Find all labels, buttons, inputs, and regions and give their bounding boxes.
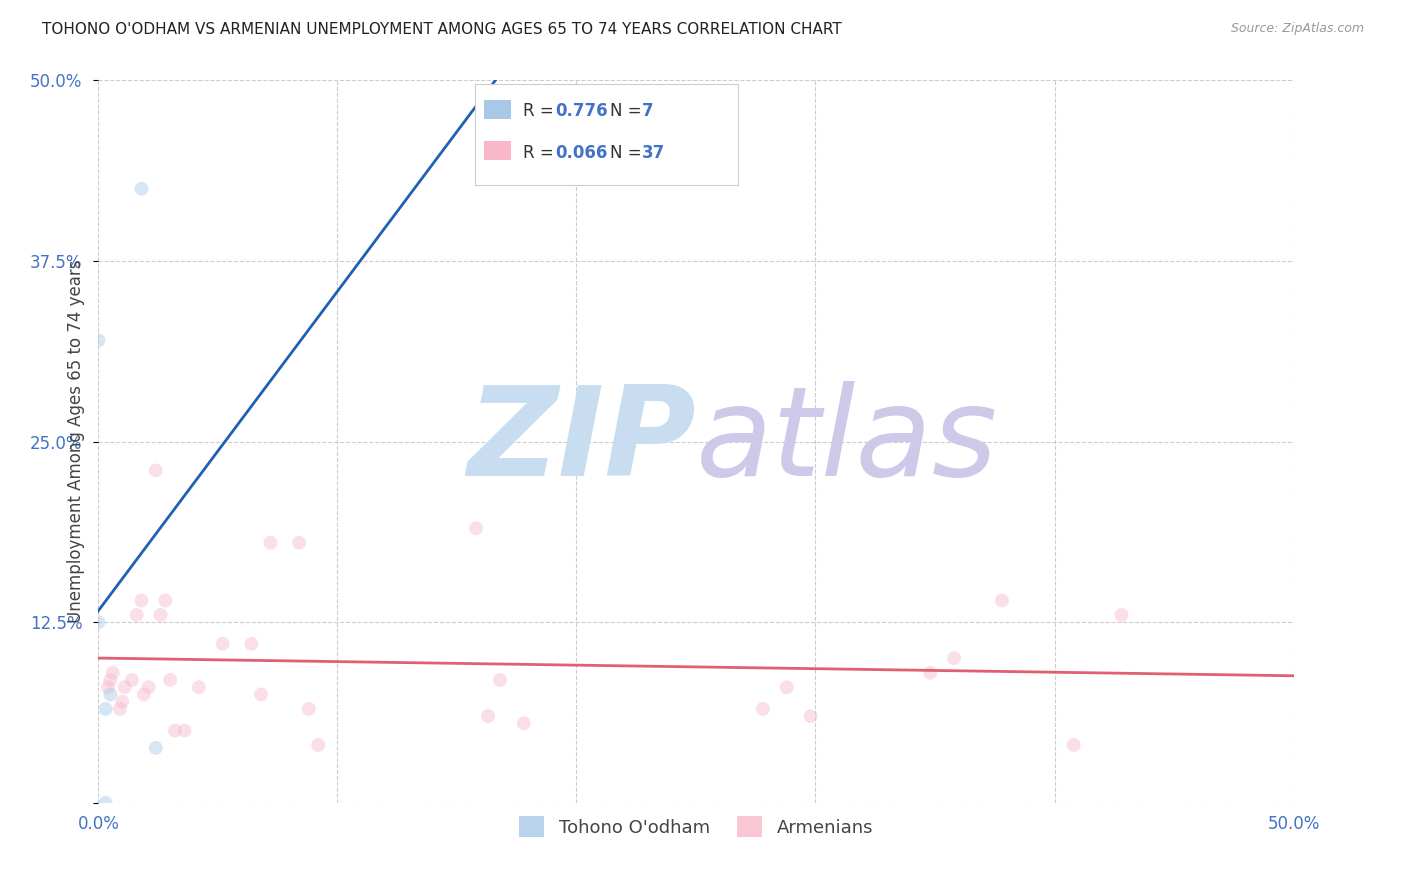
Text: N =: N = xyxy=(610,103,647,120)
Point xyxy=(87,334,110,348)
Point xyxy=(465,521,488,535)
Text: N =: N = xyxy=(610,144,647,161)
Point xyxy=(288,535,311,549)
Point xyxy=(752,702,775,716)
Point xyxy=(477,709,499,723)
Point xyxy=(101,665,124,680)
Point xyxy=(489,673,512,687)
Point xyxy=(159,673,181,687)
Text: R =: R = xyxy=(523,144,558,161)
Point xyxy=(145,463,167,477)
Point xyxy=(98,673,122,687)
Text: ZIP: ZIP xyxy=(467,381,696,502)
Text: R =: R = xyxy=(523,103,558,120)
Point xyxy=(800,709,823,723)
Point xyxy=(250,687,273,701)
FancyBboxPatch shape xyxy=(485,100,510,120)
Point xyxy=(298,702,321,716)
FancyBboxPatch shape xyxy=(485,142,510,161)
Point xyxy=(125,607,148,622)
Text: 0.776: 0.776 xyxy=(555,103,607,120)
Y-axis label: Unemployment Among Ages 65 to 74 years: Unemployment Among Ages 65 to 74 years xyxy=(66,260,84,624)
Point xyxy=(1063,738,1085,752)
Point xyxy=(138,680,160,694)
Point xyxy=(1111,607,1133,622)
Point xyxy=(114,680,136,694)
FancyBboxPatch shape xyxy=(475,84,738,185)
Point xyxy=(187,680,209,694)
Legend: Tohono O'odham, Armenians: Tohono O'odham, Armenians xyxy=(512,809,880,845)
Point xyxy=(259,535,281,549)
Point xyxy=(131,593,153,607)
Point xyxy=(131,182,153,196)
Point xyxy=(94,796,117,810)
Point xyxy=(163,723,186,738)
Point xyxy=(240,637,263,651)
Point xyxy=(173,723,195,738)
Point xyxy=(943,651,966,665)
Point xyxy=(111,695,134,709)
Point xyxy=(98,687,122,701)
Point xyxy=(108,702,131,716)
Point xyxy=(149,607,172,622)
Point xyxy=(776,680,799,694)
Point xyxy=(211,637,233,651)
Point xyxy=(920,665,942,680)
Text: TOHONO O'ODHAM VS ARMENIAN UNEMPLOYMENT AMONG AGES 65 TO 74 YEARS CORRELATION CH: TOHONO O'ODHAM VS ARMENIAN UNEMPLOYMENT … xyxy=(42,22,842,37)
Text: 37: 37 xyxy=(643,144,665,161)
Point xyxy=(307,738,329,752)
Text: Source: ZipAtlas.com: Source: ZipAtlas.com xyxy=(1230,22,1364,36)
Point xyxy=(145,740,167,755)
Point xyxy=(991,593,1014,607)
Point xyxy=(132,687,155,701)
Point xyxy=(87,615,110,630)
Point xyxy=(97,680,120,694)
Point xyxy=(513,716,536,731)
Text: 0.066: 0.066 xyxy=(555,144,607,161)
Point xyxy=(94,702,117,716)
Point xyxy=(121,673,143,687)
Text: atlas: atlas xyxy=(696,381,998,502)
Text: 7: 7 xyxy=(643,103,654,120)
Point xyxy=(155,593,177,607)
